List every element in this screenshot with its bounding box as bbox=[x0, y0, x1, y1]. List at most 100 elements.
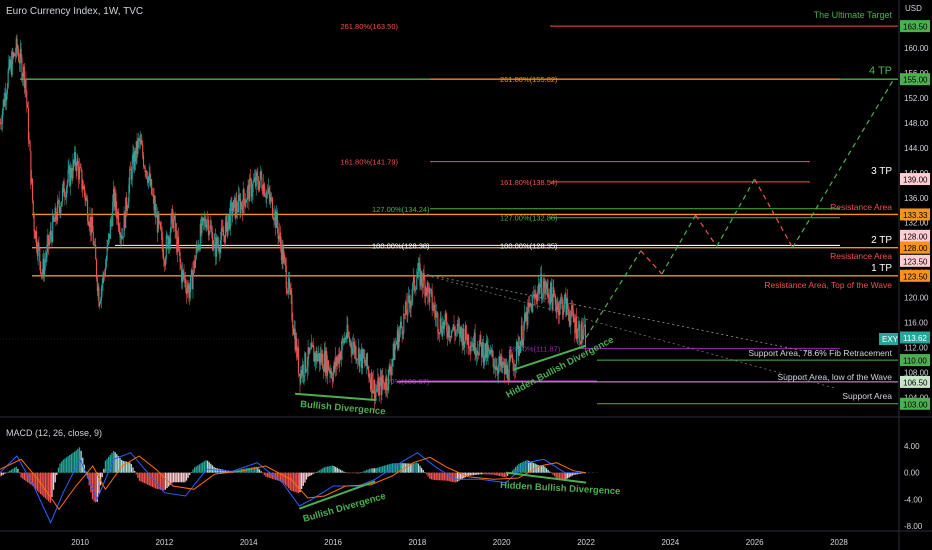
candle-body bbox=[232, 211, 234, 217]
candle-body bbox=[414, 289, 416, 291]
candle-body bbox=[357, 359, 359, 361]
candle-body bbox=[272, 216, 274, 220]
candle bbox=[15, 35, 17, 59]
candle bbox=[93, 241, 95, 248]
price-axis-badge bbox=[900, 173, 930, 186]
histogram-bar bbox=[349, 472, 351, 474]
candle bbox=[12, 48, 14, 65]
candle-body bbox=[306, 366, 308, 371]
histogram-bar bbox=[189, 472, 191, 476]
candle-body bbox=[382, 382, 385, 384]
candle bbox=[357, 358, 359, 370]
fib-level-label: 161.80%(141.79) bbox=[340, 158, 398, 167]
histogram-bar bbox=[135, 472, 137, 475]
histogram-bar bbox=[557, 472, 559, 479]
histogram-bar bbox=[208, 462, 210, 473]
candle bbox=[327, 355, 329, 385]
candle-body bbox=[176, 230, 178, 253]
candle-body bbox=[40, 261, 42, 274]
candle-body bbox=[405, 302, 407, 314]
candle-body bbox=[5, 92, 7, 101]
candle bbox=[287, 291, 289, 296]
histogram-bar bbox=[565, 472, 567, 480]
candle bbox=[388, 363, 390, 377]
candle bbox=[346, 315, 348, 344]
candle bbox=[212, 240, 214, 252]
histogram-bar bbox=[297, 472, 300, 494]
candle bbox=[369, 373, 371, 383]
candle bbox=[462, 324, 464, 350]
candle bbox=[51, 231, 53, 247]
candle bbox=[53, 217, 55, 222]
candle bbox=[215, 233, 218, 265]
candle-body bbox=[367, 366, 369, 371]
candle-body bbox=[190, 275, 192, 293]
candle bbox=[422, 268, 424, 295]
candle bbox=[340, 340, 342, 367]
histogram-bar bbox=[304, 472, 306, 483]
candle bbox=[254, 169, 256, 190]
candle-body bbox=[365, 363, 367, 366]
histogram-bar bbox=[370, 468, 373, 473]
candle bbox=[310, 334, 312, 350]
candle-body bbox=[546, 282, 548, 289]
candle-body bbox=[235, 200, 237, 218]
candle-body bbox=[469, 348, 471, 352]
candle-body bbox=[208, 232, 210, 236]
candle-body bbox=[246, 189, 248, 200]
histogram-bar bbox=[156, 472, 158, 489]
candle-body bbox=[33, 214, 35, 232]
candle bbox=[321, 349, 323, 366]
histogram-bar bbox=[563, 472, 565, 480]
candle-body bbox=[468, 347, 471, 349]
candle bbox=[468, 345, 471, 355]
candle-body bbox=[335, 356, 337, 369]
candle bbox=[14, 47, 17, 63]
candle-body bbox=[342, 338, 344, 340]
candle bbox=[4, 87, 6, 108]
candle bbox=[54, 202, 56, 223]
candle bbox=[108, 233, 111, 244]
candle bbox=[371, 372, 373, 401]
candle bbox=[138, 135, 141, 150]
candle-body bbox=[23, 66, 25, 77]
candle bbox=[434, 296, 436, 320]
candle-body bbox=[413, 276, 415, 291]
candle bbox=[79, 162, 81, 169]
histogram-bar bbox=[122, 460, 124, 473]
candle-body bbox=[260, 171, 262, 178]
candle-body bbox=[275, 210, 277, 228]
candle bbox=[500, 354, 502, 373]
candle bbox=[117, 207, 119, 232]
candle bbox=[438, 332, 441, 343]
candle bbox=[271, 192, 273, 203]
price-axis-badge bbox=[900, 397, 930, 410]
candle bbox=[382, 367, 384, 390]
candle-body bbox=[314, 353, 316, 362]
candle-body bbox=[126, 207, 128, 211]
candle-body bbox=[559, 299, 561, 310]
candle bbox=[125, 191, 128, 217]
candle-body bbox=[296, 338, 298, 358]
candle-body bbox=[503, 361, 505, 374]
candle bbox=[492, 349, 494, 368]
candle-body bbox=[54, 208, 56, 222]
candle bbox=[291, 287, 293, 323]
candle bbox=[538, 282, 540, 302]
histogram-bar bbox=[341, 470, 343, 473]
candle-body bbox=[507, 365, 509, 380]
candle-body bbox=[46, 243, 48, 257]
candle-body bbox=[198, 246, 201, 250]
candle bbox=[361, 343, 363, 375]
candle-body bbox=[400, 321, 402, 329]
candle-body bbox=[508, 359, 510, 381]
candle-body bbox=[499, 356, 501, 366]
candle-body bbox=[378, 377, 380, 396]
histogram-bar bbox=[132, 467, 134, 473]
projection-segment bbox=[640, 250, 663, 275]
candle bbox=[23, 63, 25, 94]
candle bbox=[26, 90, 28, 113]
y-tick-label: 160.00 bbox=[904, 44, 929, 53]
